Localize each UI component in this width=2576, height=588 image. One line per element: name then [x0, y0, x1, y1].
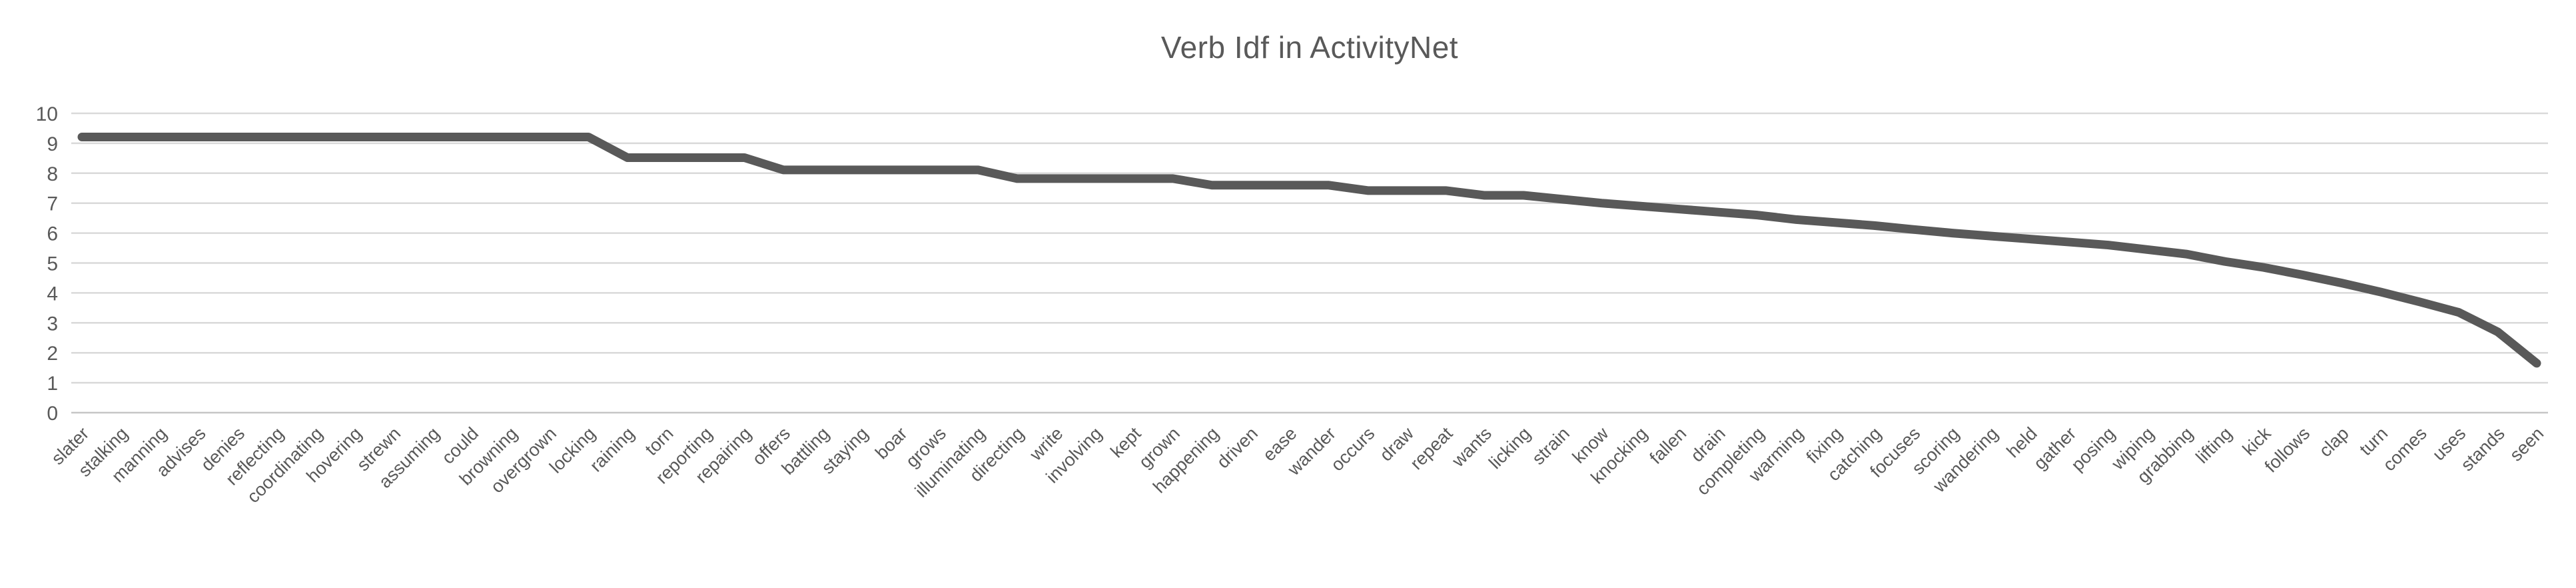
y-tick-label: 9	[47, 133, 58, 155]
y-tick-label: 8	[47, 163, 58, 185]
x-tick-label: posing	[2067, 423, 2118, 475]
y-tick-label: 2	[47, 343, 58, 365]
x-tick-label: wants	[1448, 423, 1496, 471]
y-tick-label: 10	[36, 103, 58, 125]
y-tick-label: 3	[47, 313, 58, 335]
x-tick-label: strain	[1528, 423, 1573, 469]
x-tick-label: driven	[1213, 423, 1262, 472]
x-tick-label: seen	[2506, 423, 2548, 465]
x-tick-label: follows	[2261, 423, 2314, 477]
gridlines	[71, 112, 2548, 414]
y-tick-label: 7	[47, 193, 58, 215]
x-tick-label: repeat	[1406, 423, 1457, 474]
x-tick-label: raining	[586, 423, 639, 476]
y-tick-label: 5	[47, 253, 58, 275]
x-tick-label: fallen	[1646, 423, 1691, 468]
x-tick-label: comes	[2379, 423, 2430, 475]
x-tick-label: licking	[1485, 423, 1534, 473]
idf-line-series	[77, 132, 2541, 368]
x-tick-label: stands	[2457, 423, 2508, 475]
y-axis-tick-labels: 0 1 2 3 4 5 6 7 8 9 10	[36, 103, 58, 425]
x-tick-label: occurs	[1327, 423, 1378, 475]
x-tick-label: lifting	[2192, 423, 2236, 467]
x-tick-label: clap	[2316, 423, 2353, 461]
y-tick-label: 1	[47, 373, 58, 395]
y-tick-label: 6	[47, 223, 58, 245]
y-tick-label: 0	[47, 403, 58, 425]
x-axis-tick-labels: slaterstalkingmanningadvisesdeniesreflec…	[47, 423, 2547, 507]
chart-title: Verb Idf in ActivityNet	[1160, 30, 1459, 65]
y-tick-label: 4	[47, 283, 58, 305]
